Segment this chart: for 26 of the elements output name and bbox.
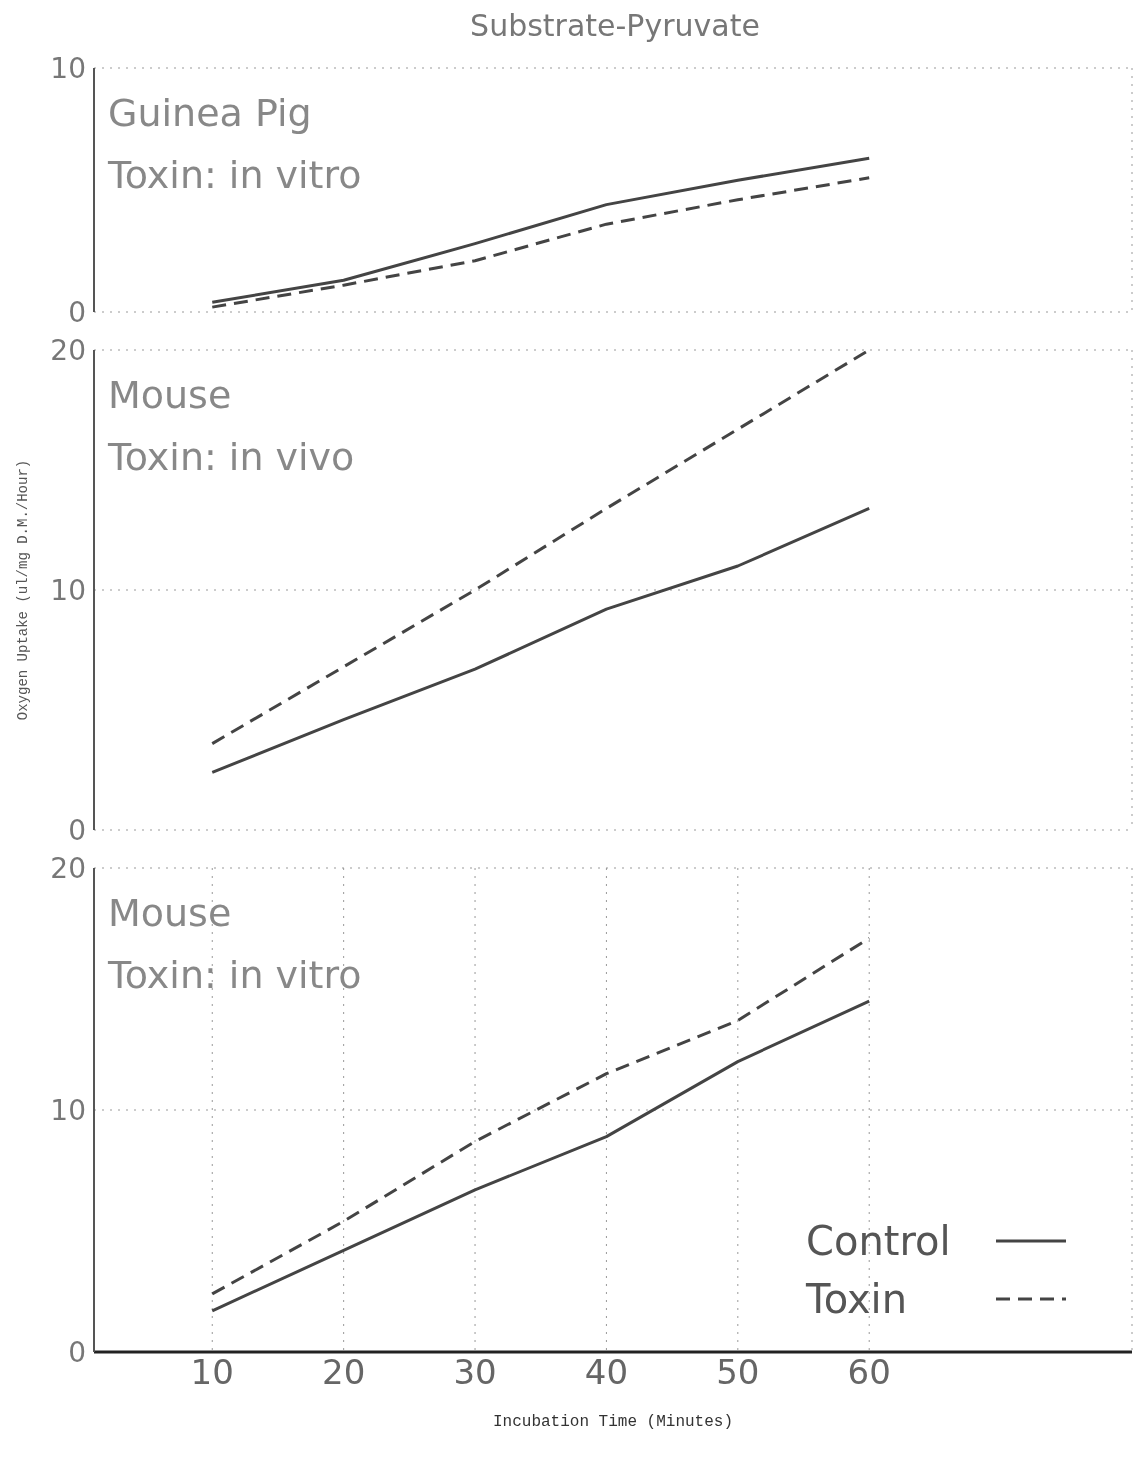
annotation: Toxin: in vitro	[108, 152, 362, 199]
chart-title: Substrate-Pyruvate	[469, 8, 761, 45]
y-tick-label: 0	[68, 1336, 86, 1369]
annotation: Mouse	[108, 890, 233, 937]
x-tick-label: 30	[453, 1352, 497, 1393]
y-axis-title: Oxygen Uptake (ul/mg D.M./Hour)	[14, 459, 31, 721]
legend-label: Control	[806, 1217, 952, 1266]
line-series	[210, 506, 871, 774]
x-tick-label: 50	[716, 1352, 760, 1393]
x-tick-label: 60	[847, 1352, 891, 1393]
y-tick-label: 10	[50, 574, 86, 607]
x-tick-label: 20	[322, 1352, 366, 1393]
y-tick-label: 0	[68, 296, 86, 329]
annotation: Toxin: in vitro	[108, 952, 362, 999]
x-axis-title: Incubation Time (Minutes)	[492, 1413, 734, 1431]
y-tick-label: 10	[50, 1094, 86, 1127]
annotation: Mouse	[108, 372, 233, 419]
y-tick-label: 10	[50, 52, 86, 85]
y-tick-label: 0	[68, 814, 86, 847]
x-tick-label: 10	[190, 1352, 234, 1393]
annotation: Toxin: in vivo	[108, 434, 355, 481]
y-tick-label: 20	[50, 334, 86, 367]
annotation: Guinea Pig	[108, 90, 313, 137]
x-tick-label: 40	[584, 1352, 629, 1393]
y-tick-label: 20	[50, 852, 86, 885]
legend-label: Toxin	[806, 1275, 908, 1324]
